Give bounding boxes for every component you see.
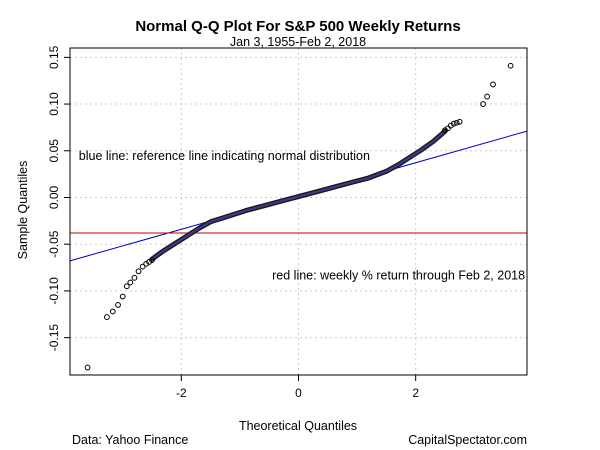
y-tick-label: 0.00 bbox=[47, 185, 61, 209]
y-tick-label: -0.15 bbox=[47, 324, 61, 352]
qq-curve-core bbox=[151, 130, 446, 260]
qq-point bbox=[131, 274, 138, 281]
tail-points bbox=[84, 62, 514, 371]
y-tick-label: -0.10 bbox=[47, 277, 61, 305]
site-credit: CapitalSpectator.com bbox=[408, 433, 527, 447]
qq-point bbox=[123, 283, 130, 290]
grid bbox=[70, 48, 527, 375]
x-tick-label: -2 bbox=[176, 386, 187, 400]
chart-subtitle: Jan 3, 1955-Feb 2, 2018 bbox=[230, 35, 366, 49]
qq-point bbox=[507, 62, 514, 69]
x-tick-label: 2 bbox=[412, 386, 419, 400]
qq-point bbox=[119, 293, 126, 300]
plot-frame bbox=[69, 47, 528, 376]
y-axis: -0.15 -0.10 -0.05 0.00 0.05 0.10 0.15 bbox=[47, 45, 70, 351]
qq-point bbox=[104, 314, 110, 320]
y-tick-label: 0.15 bbox=[47, 45, 61, 69]
y-tick-label: -0.05 bbox=[47, 230, 61, 258]
qq-point bbox=[135, 268, 142, 275]
qq-point bbox=[115, 302, 121, 308]
chart-title: Normal Q-Q Plot For S&P 500 Weekly Retur… bbox=[135, 18, 460, 35]
qq-point bbox=[456, 118, 463, 125]
qq-point bbox=[127, 279, 134, 286]
qq-point bbox=[109, 308, 116, 315]
x-axis: -2 0 2 bbox=[176, 375, 419, 400]
qq-point bbox=[149, 257, 155, 263]
y-axis-label: Sample Quantiles bbox=[16, 161, 30, 260]
qq-point bbox=[480, 101, 486, 107]
qq-point bbox=[139, 263, 146, 270]
qq-point bbox=[450, 120, 457, 127]
qq-curve bbox=[149, 128, 448, 262]
y-tick-label: 0.10 bbox=[47, 92, 61, 116]
x-axis-label: Theoretical Quantiles bbox=[239, 419, 357, 433]
data-source: Data: Yahoo Finance bbox=[72, 433, 188, 447]
qq-point bbox=[484, 93, 491, 100]
red-line-annotation: red line: weekly % return through Feb 2,… bbox=[272, 269, 525, 283]
y-tick-label: 0.05 bbox=[47, 139, 61, 163]
qq-point bbox=[490, 81, 496, 88]
blue-line-annotation: blue line: reference line indicating nor… bbox=[79, 149, 370, 163]
qq-point bbox=[453, 119, 460, 126]
x-tick-label: 0 bbox=[295, 386, 302, 400]
qq-point bbox=[84, 364, 91, 371]
